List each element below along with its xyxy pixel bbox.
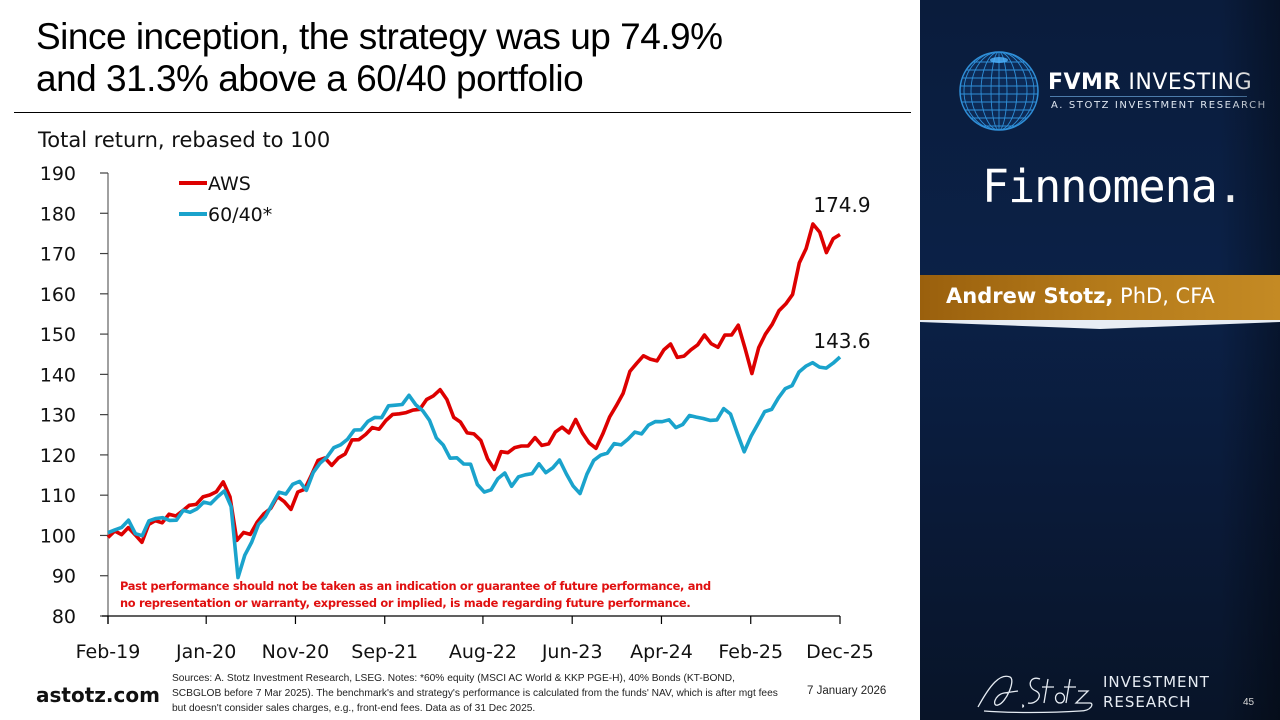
y-tick-label: 160 — [40, 284, 76, 306]
wordmark-line1: INVESTMENT — [1103, 673, 1210, 691]
slide-title-line1: Since inception, the strategy was up 74.… — [36, 16, 723, 57]
title-divider — [14, 112, 911, 113]
x-tick-label: Dec-25 — [806, 641, 874, 663]
x-tick-label: Aug-22 — [449, 641, 517, 663]
finnomena-logo: Finnomena. — [982, 160, 1244, 213]
disclaimer-line2: no representation or warranty, expressed… — [120, 596, 691, 610]
disclaimer-line1: Past performance should not be taken as … — [120, 579, 711, 593]
chart-subtitle: Total return, rebased to 100 — [38, 128, 331, 152]
presenter-credentials: PhD, CFA — [1113, 284, 1215, 308]
slide-title-line2: and 31.3% above a 60/40 portfolio — [36, 58, 584, 99]
x-tick-label: Feb-25 — [718, 641, 783, 663]
y-tick-label: 170 — [40, 244, 76, 266]
x-tick-label: Nov-20 — [262, 641, 330, 663]
brand-sidebar: FVMR INVESTING A. STOTZ INVESTMENT RESEA… — [920, 0, 1280, 720]
y-tick-label: 100 — [40, 525, 76, 547]
y-tick-label: 190 — [40, 163, 76, 185]
wordmark-line2: RESEARCH — [1103, 693, 1192, 711]
x-tick-label: Feb-19 — [76, 641, 141, 663]
x-tick-label: Jun-23 — [541, 641, 603, 663]
chart-svg: 80 90 100 110 120 130 140 150 160 170 180 190 Feb-19… — [40, 163, 874, 663]
y-tick-label: 80 — [52, 606, 76, 628]
y-tick-label: 110 — [40, 485, 76, 507]
x-tick-label: Apr-24 — [630, 641, 693, 663]
footer-date: 7 January 2026 — [807, 685, 887, 697]
signature-icon — [977, 675, 1093, 714]
legend-label-60-40: 60/40* — [208, 204, 272, 226]
y-tick-label: 180 — [40, 203, 76, 225]
presenter-band — [920, 275, 1280, 320]
disclaimer: Past performance should not be taken as … — [120, 578, 740, 612]
y-tick-label: 90 — [52, 566, 76, 588]
band-chevron — [920, 320, 1280, 329]
footer-website-link[interactable]: astotz.com — [36, 683, 160, 707]
globe-icon — [959, 51, 1039, 131]
fvmr-brand-bold: FVMR — [1048, 70, 1121, 95]
x-tick-label: Jan-20 — [175, 641, 236, 663]
y-tick-label: 150 — [40, 324, 76, 346]
slide-main: Since inception, the strategy was up 74.… — [0, 16, 920, 714]
y-tick-label: 130 — [40, 405, 76, 427]
footer-source-notes: Sources: A. Stotz Investment Research, L… — [172, 673, 778, 714]
fvmr-brand-subtitle: A. STOTZ INVESTMENT RESEARCH — [1051, 100, 1267, 111]
presenter-name: Andrew Stotz, PhD, CFA — [946, 284, 1215, 308]
fvmr-divider — [1050, 96, 1247, 97]
y-tick-label: 120 — [40, 445, 76, 467]
slide-title: Since inception, the strategy was up 74.… — [36, 16, 896, 100]
page-number: 45 — [1243, 697, 1255, 708]
legend-label-aws: AWS — [208, 173, 251, 195]
fvmr-brand-title: FVMR INVESTING — [1048, 70, 1252, 95]
investment-research-wordmark: INVESTMENT RESEARCH — [1103, 672, 1210, 712]
x-tick-label: Sep-21 — [351, 641, 418, 663]
series-line-aws — [106, 222, 841, 545]
y-tick-label: 140 — [40, 364, 76, 386]
presenter-name-bold: Andrew Stotz, — [946, 284, 1114, 308]
line-chart: 80 90 100 110 120 130 140 150 160 170 180 190 Feb-19… — [0, 150, 920, 670]
end-value-label-aws: 174.9 — [813, 193, 870, 217]
end-value-label-60-40: 143.6 — [813, 329, 870, 353]
series-line-60-40 — [107, 355, 842, 580]
fvmr-brand-rest: INVESTING — [1120, 70, 1253, 95]
